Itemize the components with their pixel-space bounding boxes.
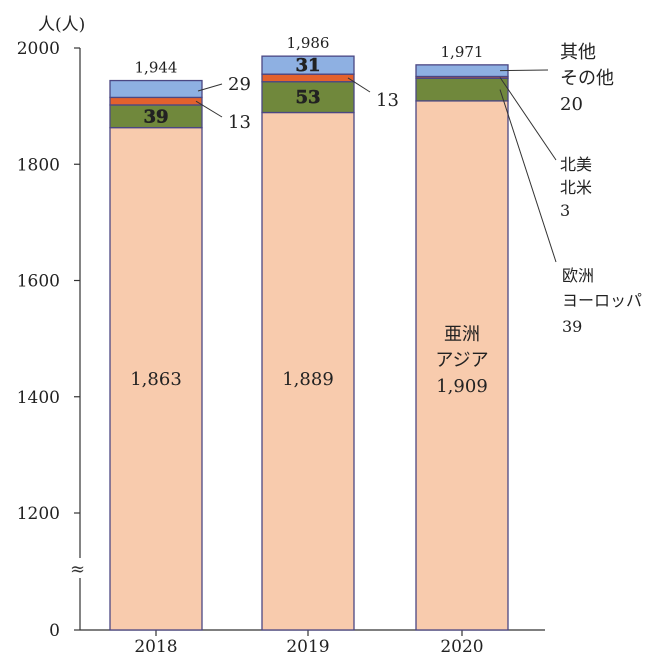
bar-value-label: 39	[143, 106, 168, 127]
bar-total-label: 1,971	[441, 43, 484, 61]
bar-value-label: 1,909	[436, 376, 488, 397]
legend-label-north_america: 北米	[560, 178, 592, 197]
bar-value-label: 1,889	[282, 369, 334, 390]
bar-segment-europe	[261, 81, 355, 114]
bar-segment-asia	[415, 100, 509, 631]
legend-label-other: 其他	[560, 42, 596, 63]
bar-value-label: 39	[562, 317, 582, 336]
y-tick-label: 1400	[17, 388, 60, 408]
axis-break-symbol: ≈	[70, 559, 85, 580]
y-tick-label: 0	[49, 621, 60, 641]
x-tick-label: 2020	[440, 637, 483, 655]
legend-leader-line	[499, 69, 549, 72]
bar-segment-asia	[261, 111, 355, 631]
bar-total-label: 1,986	[287, 34, 330, 52]
axis-break-mask	[68, 558, 94, 578]
legend-label-north_america: 北美	[560, 155, 592, 174]
bar-value-label: 29	[228, 74, 251, 95]
legend-leader-line	[499, 77, 557, 161]
leader-line	[197, 83, 223, 92]
legend-label-europe: 欧洲	[562, 266, 594, 285]
legend-label-asia: アジア	[435, 350, 488, 371]
bar-segment-north_america	[109, 96, 203, 106]
bar-segment-europe	[415, 77, 509, 102]
bar-value-label: 53	[295, 87, 320, 108]
x-tick-label: 2019	[286, 637, 329, 655]
bar-segment-asia	[109, 126, 203, 631]
legend-label-other: その他	[560, 68, 614, 89]
leader-line	[347, 77, 371, 93]
bar-value-label: 13	[228, 112, 251, 133]
bar-value-label: 20	[560, 94, 583, 115]
y-tick-label: 1800	[17, 155, 60, 175]
bar-total-label: 1,944	[135, 59, 178, 77]
leader-line	[195, 100, 223, 118]
bar-segment-other	[415, 64, 509, 78]
y-axis-ticks: 2000 1800 1600 1400 1200 0 2018 2019 2020	[17, 39, 484, 655]
unit-label: 人(人)	[38, 15, 85, 35]
bar-value-label: 13	[376, 90, 399, 111]
legend-label-europe: ヨーロッパ	[562, 291, 642, 310]
legend-label-asia: 亜洲	[444, 324, 480, 345]
x-tick-label: 2018	[134, 637, 177, 655]
bar-segment-other	[261, 55, 355, 75]
bar-value-label: 31	[295, 55, 320, 76]
bar-segment-other	[109, 79, 203, 99]
y-tick-label: 1600	[17, 272, 60, 292]
bar-value-label: 3	[560, 201, 570, 220]
y-tick-label: 1200	[17, 504, 60, 524]
y-tick-label: 2000	[17, 39, 60, 59]
legend-leader-line	[499, 89, 557, 263]
bar-value-label: 1,863	[130, 369, 182, 390]
bars	[109, 55, 509, 631]
